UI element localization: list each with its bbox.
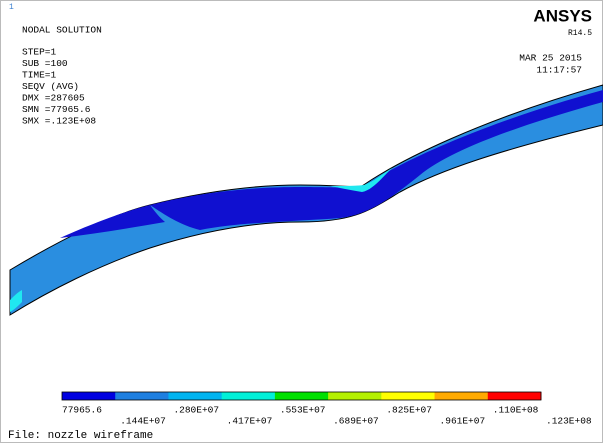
legend-label: .280E+07 xyxy=(173,405,219,416)
legend-label: .961E+07 xyxy=(440,416,486,427)
legend-swatch xyxy=(221,392,276,400)
legend-label: .417E+07 xyxy=(227,416,273,427)
info-line: SMX =.123E+08 xyxy=(22,116,96,127)
stress-cyan-region xyxy=(330,168,392,192)
legend-swatch xyxy=(434,392,489,400)
legend-label: 77965.6 xyxy=(62,405,102,416)
window-number: 1 xyxy=(9,3,14,12)
legend-label: .144E+07 xyxy=(120,416,166,427)
info-line: STEP=1 xyxy=(22,47,57,58)
legend-swatch xyxy=(381,392,436,400)
info-line: TIME=1 xyxy=(22,70,57,81)
time: 11:17:57 xyxy=(536,65,582,76)
legend-swatch xyxy=(62,392,116,400)
legend-label: .825E+07 xyxy=(386,405,432,416)
info-line: SMN =77965.6 xyxy=(22,104,91,115)
legend-swatch xyxy=(274,392,329,400)
stress-region-left xyxy=(60,205,165,238)
plot-title: NODAL SOLUTION xyxy=(22,25,102,36)
legend: 77965.6 .144E+07 .280E+07 .417E+07 .553E+07.… xyxy=(61,391,592,427)
file-label: File: nozzle wireframe xyxy=(8,430,153,442)
legend-swatch xyxy=(168,392,223,400)
legend-label: .689E+07 xyxy=(333,416,379,427)
info-line: SEQV (AVG) xyxy=(22,81,79,92)
legend-swatch xyxy=(115,392,169,400)
info-line: DMX =287605 xyxy=(22,93,85,104)
legend-swatch xyxy=(328,392,382,400)
brand: ANSYS xyxy=(533,6,592,25)
info-line: SUB =100 xyxy=(22,58,68,69)
legend-label: .110E+08 xyxy=(493,405,539,416)
legend-border xyxy=(61,391,542,401)
date: MAR 25 2015 xyxy=(519,53,582,64)
stress-high-region xyxy=(150,90,603,230)
stress-cyan-edge xyxy=(10,290,22,312)
legend-swatch xyxy=(487,392,542,400)
release: R14.5 xyxy=(568,29,592,38)
legend-label: .123E+08 xyxy=(546,416,592,427)
legend-label: .553E+07 xyxy=(280,405,326,416)
